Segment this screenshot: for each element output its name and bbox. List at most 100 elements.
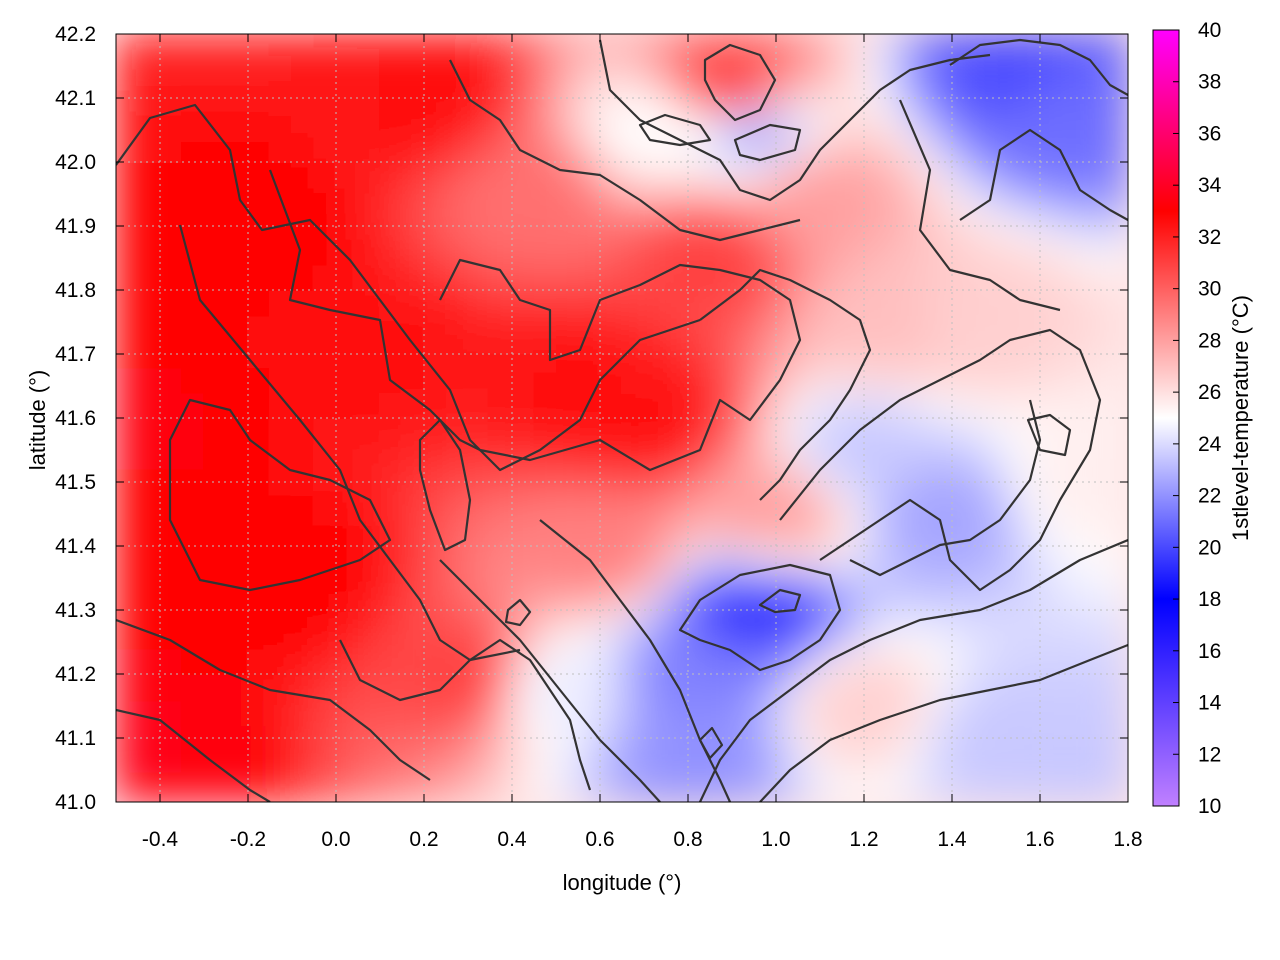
heatmap-cell [181, 673, 205, 701]
heatmap-cell [1105, 519, 1128, 547]
heatmap-cell [137, 519, 161, 547]
heatmap-cell [753, 570, 777, 599]
heatmap-cell [401, 263, 425, 291]
heatmap-cell [1083, 621, 1107, 650]
heatmap-cell [467, 493, 491, 522]
heatmap-cell [995, 161, 1019, 189]
heatmap-cell [181, 749, 205, 778]
heatmap-cell [181, 775, 205, 802]
heatmap-cell [489, 289, 513, 317]
heatmap-cell [599, 135, 623, 163]
colorbar-tick-label: 30 [1198, 278, 1221, 301]
heatmap-cell [116, 673, 139, 701]
heatmap-cell [269, 673, 293, 701]
heatmap-cell [577, 493, 601, 522]
heatmap-cell [467, 109, 491, 138]
heatmap-cell [753, 161, 777, 189]
heatmap-cell [116, 749, 139, 778]
heatmap-cell [687, 289, 711, 317]
heatmap-cell [709, 186, 733, 215]
heatmap-cell [775, 237, 799, 266]
heatmap-cell [357, 135, 381, 163]
y-tick-label: 41.2 [55, 663, 96, 686]
heatmap-cell [643, 365, 667, 394]
heatmap-cell [577, 519, 601, 547]
heatmap-cell [335, 186, 359, 215]
heatmap-cell [863, 109, 887, 138]
heatmap-cell [797, 237, 821, 266]
heatmap-cell [731, 621, 755, 650]
heatmap-cell [357, 161, 381, 189]
heatmap-cell [687, 34, 711, 61]
heatmap-cell [401, 161, 425, 189]
heatmap-cell [841, 545, 865, 573]
heatmap-cell [951, 442, 975, 471]
heatmap-cell [907, 34, 931, 61]
heatmap-cell [533, 775, 557, 802]
heatmap-cell [116, 314, 139, 343]
heatmap-cell [885, 647, 909, 675]
heatmap-cell [907, 621, 931, 650]
heatmap-cell [643, 417, 667, 445]
heatmap-cell [753, 34, 777, 61]
heatmap-cell [621, 493, 645, 522]
heatmap-cell [797, 570, 821, 599]
heatmap-cell [291, 749, 315, 778]
heatmap-cell [247, 775, 271, 802]
heatmap-cell [225, 314, 249, 343]
heatmap-cell [445, 34, 469, 61]
heatmap-cell [1017, 698, 1041, 727]
heatmap-cell [225, 391, 249, 419]
heatmap-cell [1061, 314, 1085, 343]
heatmap-cell [841, 493, 865, 522]
heatmap-cell [797, 135, 821, 163]
heatmap-cell [687, 647, 711, 675]
heatmap-cell [247, 161, 271, 189]
heatmap-cell [137, 186, 161, 215]
heatmap-cell [753, 673, 777, 701]
heatmap-cell [709, 519, 733, 547]
heatmap-cell [1039, 570, 1063, 599]
heatmap-cell [489, 186, 513, 215]
heatmap-cell [753, 621, 777, 650]
heatmap-cell [797, 621, 821, 650]
heatmap-cell [203, 237, 227, 266]
colorbar-gradient [1153, 30, 1179, 806]
heatmap-cell [841, 263, 865, 291]
heatmap-cell [951, 289, 975, 317]
heatmap-cell [929, 391, 953, 419]
heatmap-cell [907, 289, 931, 317]
heatmap-cell [423, 545, 447, 573]
heatmap-cell [335, 161, 359, 189]
y-tick-label: 41.5 [55, 471, 96, 494]
heatmap-cell [929, 34, 953, 61]
heatmap-cell [929, 749, 953, 778]
heatmap-cell [841, 698, 865, 727]
heatmap-cell [445, 161, 469, 189]
heatmap-cell [489, 365, 513, 394]
heatmap-cell [973, 289, 997, 317]
heatmap-cell [467, 161, 491, 189]
heatmap-cell [995, 698, 1019, 727]
heatmap-cell [621, 775, 645, 802]
heatmap-cell [907, 519, 931, 547]
heatmap-cell [511, 34, 535, 61]
contour-north-plateau [178, 224, 521, 662]
heatmap-cell [885, 365, 909, 394]
contour-low-pocket-2 [758, 588, 802, 614]
heatmap-cell [1105, 365, 1128, 394]
heatmap-cell [621, 519, 645, 547]
heatmap-cell [401, 775, 425, 802]
heatmap-cell [709, 58, 733, 87]
heatmap-cell [379, 391, 403, 419]
heatmap-cell [181, 186, 205, 215]
heatmap-cell [1017, 647, 1041, 675]
heatmap-cell [1017, 186, 1041, 215]
heatmap-cell [841, 442, 865, 471]
heatmap-cell [753, 442, 777, 471]
heatmap-cell [1105, 621, 1128, 650]
heatmap-cell [731, 545, 755, 573]
heatmap-cell [643, 161, 667, 189]
contour-east-valley [779, 328, 1102, 592]
heatmap-cell [203, 493, 227, 522]
